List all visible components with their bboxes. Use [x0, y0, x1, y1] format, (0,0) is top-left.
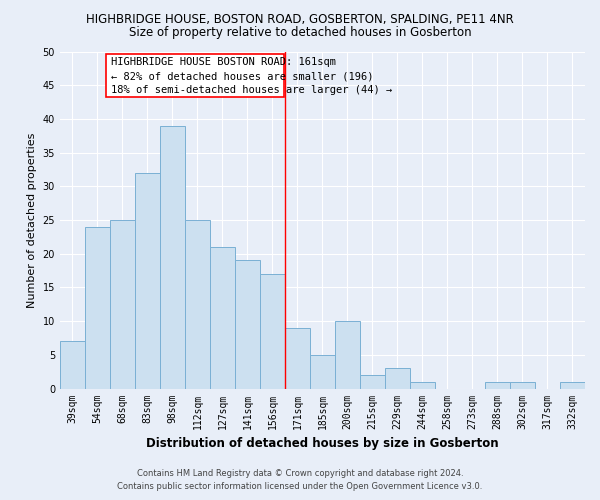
Bar [560, 382, 585, 388]
Bar [510, 382, 535, 388]
Bar [185, 220, 210, 388]
FancyBboxPatch shape [106, 54, 284, 98]
Bar [310, 355, 335, 388]
Text: 18% of semi-detached houses are larger (44) →: 18% of semi-detached houses are larger (… [111, 85, 392, 95]
Bar [85, 227, 110, 388]
Bar [135, 173, 160, 388]
Bar [335, 321, 360, 388]
Text: HIGHBRIDGE HOUSE BOSTON ROAD: 161sqm: HIGHBRIDGE HOUSE BOSTON ROAD: 161sqm [111, 57, 336, 67]
Bar [360, 375, 385, 388]
Bar [410, 382, 435, 388]
Bar [110, 220, 135, 388]
Bar [485, 382, 510, 388]
Bar [285, 328, 310, 388]
Bar [235, 260, 260, 388]
Bar [160, 126, 185, 388]
Bar [210, 247, 235, 388]
Text: Size of property relative to detached houses in Gosberton: Size of property relative to detached ho… [128, 26, 472, 39]
Text: ← 82% of detached houses are smaller (196): ← 82% of detached houses are smaller (19… [111, 71, 374, 81]
Text: HIGHBRIDGE HOUSE, BOSTON ROAD, GOSBERTON, SPALDING, PE11 4NR: HIGHBRIDGE HOUSE, BOSTON ROAD, GOSBERTON… [86, 12, 514, 26]
X-axis label: Distribution of detached houses by size in Gosberton: Distribution of detached houses by size … [146, 437, 499, 450]
Bar [260, 274, 285, 388]
Text: Contains HM Land Registry data © Crown copyright and database right 2024.
Contai: Contains HM Land Registry data © Crown c… [118, 470, 482, 491]
Y-axis label: Number of detached properties: Number of detached properties [27, 132, 37, 308]
Bar [385, 368, 410, 388]
Bar [60, 342, 85, 388]
